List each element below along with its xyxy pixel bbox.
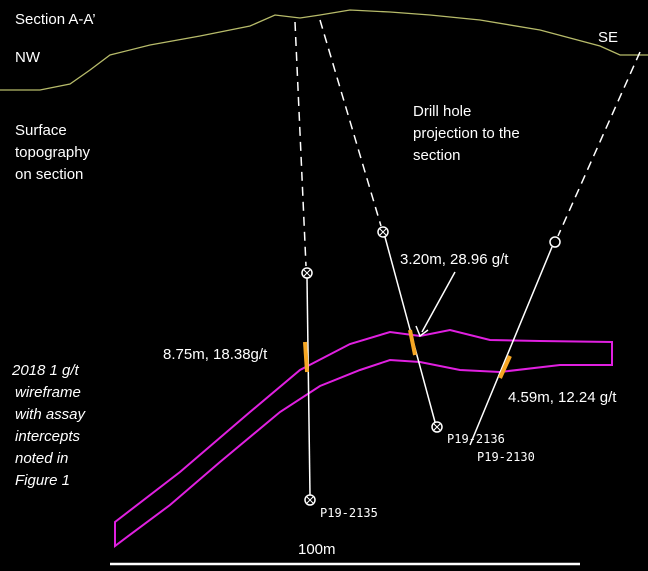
note: noted in <box>15 450 68 467</box>
hole-projection <box>557 51 641 237</box>
scale-label: 100m <box>298 541 336 558</box>
note: on section <box>15 166 83 183</box>
intercept <box>498 355 512 379</box>
topography <box>0 9 648 91</box>
label-arrow <box>421 271 456 333</box>
section-title: Section A-A’ <box>15 11 96 28</box>
hole-trace <box>469 246 553 446</box>
intercept <box>303 341 309 373</box>
hole-projection <box>294 21 307 267</box>
note: with assay <box>15 406 87 423</box>
hole-label: P19-2130 <box>477 450 535 464</box>
note: Surface <box>15 122 67 139</box>
intercept-label: 8.75m, 18.38g/t <box>163 346 268 363</box>
hole-label: P19-2135 <box>320 506 378 520</box>
note: Figure 1 <box>15 472 70 489</box>
intercept-label: 3.20m, 28.96 g/t <box>400 251 509 268</box>
hole-projection <box>319 19 382 227</box>
intercept-label: 4.59m, 12.24 g/t <box>508 389 617 406</box>
note: wireframe <box>15 384 81 401</box>
intercept <box>408 329 417 356</box>
note: 2018 1 g/t <box>11 362 80 379</box>
collar-cross <box>303 228 441 504</box>
note: Drill hole <box>413 103 471 120</box>
hole-trace <box>306 277 311 496</box>
note: topography <box>15 144 91 161</box>
hole-end <box>431 421 443 433</box>
note: intercepts <box>15 428 81 445</box>
hole-collar <box>549 236 561 248</box>
hole-label: P19-2136 <box>447 432 505 446</box>
note: section <box>413 147 461 164</box>
wireframe <box>114 328 613 548</box>
hole-collar <box>377 226 389 238</box>
hole-trace <box>384 236 436 423</box>
direction: NW <box>15 49 41 66</box>
arrow-head <box>415 325 429 338</box>
direction: SE <box>598 29 618 46</box>
note: projection to the <box>413 125 520 142</box>
hole-end <box>304 494 316 506</box>
